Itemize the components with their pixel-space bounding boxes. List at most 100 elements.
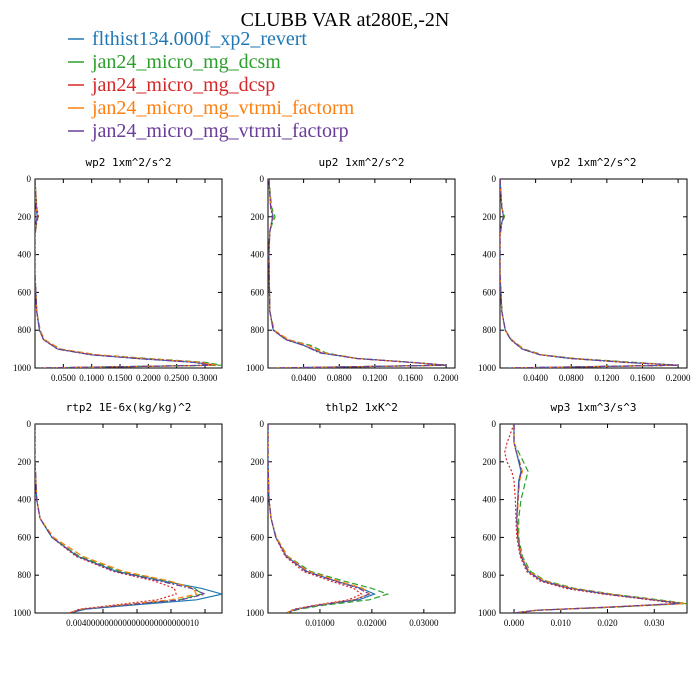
y-tick-label: 800	[251, 570, 265, 580]
x-tick-label: 0.0800	[559, 373, 584, 383]
y-tick-label: 600	[483, 532, 497, 542]
subplot-title: up2 1xm^2/s^2	[318, 156, 404, 169]
series-line	[268, 424, 371, 613]
subplot-title: thlp2 1xK^2	[325, 401, 398, 414]
x-tick-label: 0.2000	[434, 373, 459, 383]
series-line	[500, 179, 679, 368]
legend-label: jan24_micro_mg_dcsm	[91, 51, 281, 73]
series-line	[35, 424, 207, 613]
subplot: up2 1xm^2/s^2 0 200 400 600 800 1000 0.0400 0.08…	[246, 156, 459, 383]
series-line	[268, 424, 371, 613]
y-tick-label: 800	[18, 570, 32, 580]
x-tick-label: 0.02000	[357, 618, 387, 628]
y-tick-label: 600	[18, 532, 32, 542]
subplot-title: rtp2 1E-6x(kg/kg)^2	[66, 401, 192, 414]
y-tick-label: 600	[18, 287, 32, 297]
y-tick-label: 1000	[478, 608, 497, 618]
y-tick-label: 0	[492, 419, 497, 429]
x-tick-label: 0.1200	[362, 373, 387, 383]
subplot: rtp2 1E-6x(kg/kg)^2 0 200 400 600 800 1000 0.00…	[13, 401, 223, 628]
series-line	[500, 179, 679, 368]
legend-entry: flthist134.000f_xp2_revert	[68, 28, 307, 50]
panels: wp2 1xm^2/s^2 0 200 400 600 800 1000 0.0500 0.10…	[13, 156, 691, 628]
y-tick-label: 0	[27, 419, 32, 429]
y-tick-label: 400	[18, 250, 32, 260]
x-tick-label: 0.0800	[327, 373, 352, 383]
series-line	[268, 179, 447, 368]
x-tick-label: 0.0040000000000000000000000010	[66, 618, 199, 628]
plot-frame	[34, 423, 223, 614]
series-line	[35, 179, 217, 368]
subplot-title: vp2 1xm^2/s^2	[550, 156, 636, 169]
y-tick-label: 600	[483, 287, 497, 297]
x-tick-label: 0.1000	[79, 373, 104, 383]
y-tick-label: 800	[18, 325, 32, 335]
legend-label: jan24_micro_mg_vtrmi_factorp	[91, 120, 349, 142]
x-tick-label: 0.030	[644, 618, 665, 628]
figure-title: CLUBB VAR at280E,-2N	[241, 9, 450, 31]
series-line	[500, 179, 679, 368]
series-line	[35, 179, 222, 368]
x-tick-label: 0.03000	[409, 618, 439, 628]
series-line	[268, 424, 377, 613]
y-tick-label: 1000	[246, 608, 265, 618]
series-line	[513, 424, 683, 613]
x-tick-label: 0.2500	[164, 373, 189, 383]
x-tick-label: 0.010	[551, 618, 572, 628]
series-line	[268, 424, 390, 613]
series-line	[268, 179, 447, 368]
subplot-title: wp3 1xm^3/s^3	[550, 401, 636, 414]
x-tick-label: 0.3000	[193, 373, 218, 383]
y-tick-label: 0	[260, 419, 265, 429]
y-tick-label: 1000	[13, 363, 32, 373]
y-tick-label: 600	[251, 287, 265, 297]
legend-label: flthist134.000f_xp2_revert	[92, 28, 307, 50]
series-line	[268, 179, 447, 368]
series-line	[35, 424, 177, 613]
series-line	[500, 179, 679, 368]
y-tick-label: 400	[251, 250, 265, 260]
legend: flthist134.000f_xp2_revertjan24_micro_mg…	[68, 28, 355, 142]
y-tick-label: 200	[251, 457, 265, 467]
series-line	[504, 424, 678, 613]
y-tick-label: 200	[483, 457, 497, 467]
y-tick-label: 800	[483, 325, 497, 335]
subplot: vp2 1xm^2/s^2 0 200 400 600 800 1000 0.0400 0.08…	[478, 156, 691, 383]
x-tick-label: 0.1600	[630, 373, 655, 383]
x-tick-label: 0.0400	[523, 373, 548, 383]
y-tick-label: 400	[483, 495, 497, 505]
series-line	[35, 179, 211, 368]
y-tick-label: 200	[251, 212, 265, 222]
x-tick-label: 0.000	[504, 618, 525, 628]
plot-frame	[267, 178, 456, 369]
subplot: wp3 1xm^3/s^3 0 200 400 600 800 1000 0.000 0.010…	[478, 401, 688, 628]
x-tick-label: 0.0500	[51, 373, 76, 383]
series-line	[268, 179, 447, 368]
y-tick-label: 400	[483, 250, 497, 260]
y-tick-label: 1000	[13, 608, 32, 618]
x-tick-label: 0.020	[597, 618, 618, 628]
legend-entry: jan24_micro_mg_vtrmi_factorm	[68, 97, 355, 119]
x-tick-label: 0.2000	[666, 373, 691, 383]
y-tick-label: 200	[483, 212, 497, 222]
y-tick-label: 600	[251, 532, 265, 542]
subplot: thlp2 1xK^2 0 200 400 600 800 1000 0.01000 0.020…	[246, 401, 456, 628]
y-tick-label: 0	[492, 174, 497, 184]
y-tick-label: 800	[483, 570, 497, 580]
y-tick-label: 1000	[478, 363, 497, 373]
subplot-title: wp2 1xm^2/s^2	[85, 156, 171, 169]
series-line	[268, 179, 447, 368]
y-tick-label: 1000	[246, 363, 265, 373]
legend-label: jan24_micro_mg_dcsp	[91, 74, 275, 96]
x-tick-label: 0.01000	[305, 618, 335, 628]
series-line	[513, 424, 681, 613]
legend-entry: jan24_micro_mg_dcsp	[68, 74, 275, 96]
plot-frame	[499, 423, 688, 614]
y-tick-label: 400	[251, 495, 265, 505]
x-tick-label: 0.0400	[291, 373, 316, 383]
y-tick-label: 0	[27, 174, 32, 184]
y-tick-label: 0	[260, 174, 265, 184]
series-line	[500, 179, 679, 368]
plot-frame	[34, 178, 223, 369]
